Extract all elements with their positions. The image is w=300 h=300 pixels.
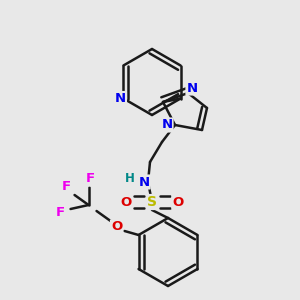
Text: O: O (120, 196, 132, 208)
Text: O: O (111, 220, 122, 233)
Text: N: N (186, 82, 198, 94)
Text: F: F (62, 181, 71, 194)
Text: F: F (56, 206, 65, 220)
Text: O: O (172, 196, 184, 208)
Text: F: F (86, 172, 95, 185)
Text: N: N (115, 92, 126, 105)
Text: S: S (147, 195, 157, 209)
Text: N: N (138, 176, 150, 188)
Text: N: N (161, 118, 172, 131)
Text: H: H (125, 172, 135, 185)
